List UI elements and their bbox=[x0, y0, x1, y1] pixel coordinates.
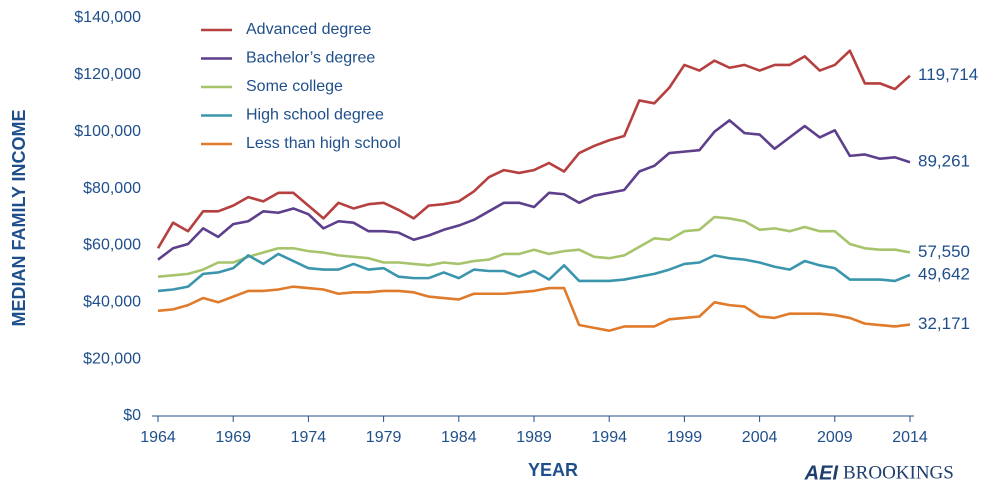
x-tick-label: 1964 bbox=[140, 429, 176, 446]
x-tick-label: 2004 bbox=[742, 429, 778, 446]
x-axis-title: YEAR bbox=[528, 460, 578, 480]
legend-label: Some college bbox=[246, 78, 343, 95]
legend-label: Advanced degree bbox=[246, 21, 372, 38]
y-tick-label: $140,000 bbox=[74, 9, 141, 26]
end-value-label: 57,550 bbox=[918, 242, 970, 261]
x-tick-label: 1994 bbox=[591, 429, 627, 446]
y-tick-label: $100,000 bbox=[74, 123, 141, 140]
x-tick-label: 1969 bbox=[215, 429, 251, 446]
y-axis-title: MEDIAN FAMILY INCOME bbox=[9, 109, 29, 326]
series-line bbox=[157, 215, 911, 278]
end-value-label: 49,642 bbox=[918, 264, 970, 283]
y-tick-label: $0 bbox=[123, 407, 141, 424]
legend-label: Bachelor’s degree bbox=[246, 50, 375, 67]
end-value-label: 89,261 bbox=[918, 152, 970, 171]
y-tick-label: $40,000 bbox=[83, 294, 141, 311]
x-tick-label: 1999 bbox=[667, 429, 703, 446]
end-value-label: 32,171 bbox=[918, 314, 970, 333]
logo-aei: AEI bbox=[804, 462, 839, 484]
x-tick-label: 2009 bbox=[817, 429, 853, 446]
series-line bbox=[157, 252, 911, 293]
x-tick-label: 1989 bbox=[516, 429, 552, 446]
series-line bbox=[156, 49, 911, 249]
y-tick-label: $60,000 bbox=[83, 237, 141, 254]
x-tick-label: 1979 bbox=[366, 429, 402, 446]
legend-label: Less than high school bbox=[246, 135, 401, 152]
y-tick-label: $120,000 bbox=[74, 66, 141, 83]
series-line bbox=[157, 285, 911, 333]
x-tick-label: 1984 bbox=[441, 429, 477, 446]
series-line bbox=[157, 119, 911, 261]
y-tick-label: $80,000 bbox=[83, 180, 141, 197]
end-value-label: 119,714 bbox=[918, 65, 978, 84]
x-tick-label: 1974 bbox=[291, 429, 327, 446]
y-tick-label: $20,000 bbox=[83, 350, 141, 367]
logo-brookings: BROOKINGS bbox=[843, 462, 954, 483]
legend-label: High school degree bbox=[246, 107, 384, 124]
x-tick-label: 2014 bbox=[892, 429, 928, 446]
